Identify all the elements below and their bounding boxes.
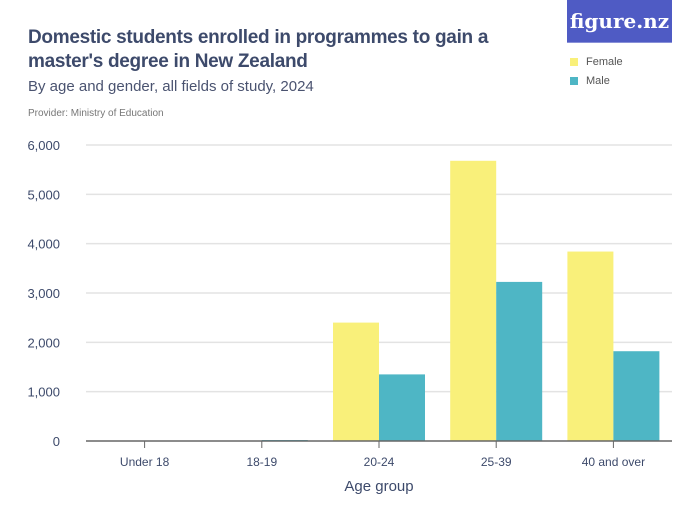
- y-tick-label: 1,000: [27, 385, 60, 400]
- legend-label: Female: [586, 55, 623, 68]
- legend: Female Male: [570, 52, 623, 90]
- provider-note: Provider: Ministry of Education: [28, 108, 164, 119]
- chart-subtitle: By age and gender, all fields of study, …: [28, 78, 314, 95]
- x-tick-label: 25-39: [481, 455, 512, 469]
- bar-female: [567, 251, 614, 441]
- x-tick-label: 40 and over: [582, 455, 645, 469]
- chart-title: Domestic students enrolled in programmes…: [28, 27, 489, 72]
- legend-item-male: Male: [570, 71, 623, 90]
- legend-item-female: Female: [570, 52, 623, 71]
- bar-female: [450, 160, 497, 441]
- legend-label: Male: [586, 74, 610, 87]
- y-tick-label: 2,000: [27, 335, 60, 350]
- bar-male: [496, 281, 543, 441]
- y-tick-label: 3,000: [27, 286, 60, 301]
- bar-female: [333, 322, 379, 441]
- x-tick-label: Under 18: [120, 455, 170, 469]
- y-tick-label: 4,000: [27, 237, 60, 252]
- x-tick-label: 20-24: [364, 455, 395, 469]
- figure-nz-logo[interactable]: figure.nz: [567, 0, 672, 43]
- bar-male: [379, 374, 425, 441]
- x-axis-label: Age group: [344, 478, 413, 495]
- y-tick-label: 0: [53, 434, 60, 449]
- y-tick-label: 5,000: [27, 187, 60, 202]
- x-tick-label: 18-19: [246, 455, 277, 469]
- y-tick-label: 6,000: [27, 138, 60, 153]
- bar-male: [613, 351, 660, 441]
